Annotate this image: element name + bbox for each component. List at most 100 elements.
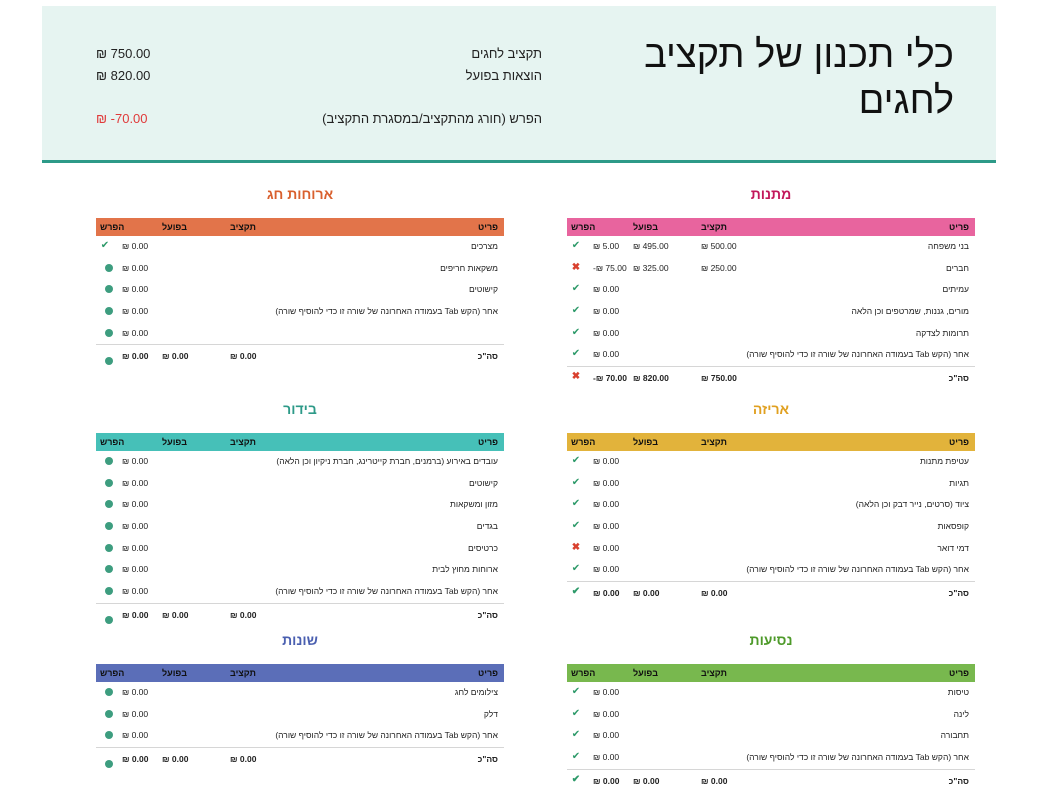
row-item-label[interactable]: דמי דואר — [937, 542, 969, 553]
row-status-check-icon: ✔ — [571, 240, 581, 251]
row-item-label[interactable]: לינה — [953, 708, 969, 719]
column-header-item: פריט — [949, 668, 969, 678]
total-label: סה"כ — [948, 775, 969, 786]
row-status-dot-icon — [100, 687, 113, 697]
row-diff-value: ₪ 0.00 — [593, 708, 620, 719]
column-header-diff: הפרש — [571, 222, 596, 232]
total-label: סה"כ — [477, 754, 498, 765]
header-banner: כלי תכנון של תקציב לחגים תקציב לחגים ₪ 7… — [42, 6, 996, 163]
table-row: תחבורה ₪ 0.00 ✔ — [567, 725, 975, 747]
row-item-label[interactable]: מזון ומשקאות — [450, 499, 498, 510]
row-item-label[interactable]: אחר (הקש Tab בעמודה האחרונה של שורה זו כ… — [275, 306, 498, 317]
row-diff-value: ₪ 0.00 — [593, 456, 620, 466]
row-item-label[interactable]: תגיות — [949, 477, 969, 488]
column-header-actual: בפועל — [162, 437, 188, 447]
section-travel: נסיעות פריט תקציב בפועל הפרש טיסות ₪ 0.00 ✔ לינה… — [567, 630, 975, 788]
row-item-label[interactable]: תחבורה — [940, 730, 969, 741]
section-gifts: מתנות פריט תקציב בפועל הפרש בני משפחה ₪ 500.00… — [567, 184, 975, 385]
row-status-dot-icon — [100, 456, 113, 466]
row-item-label[interactable]: מורים, גננות, שמרטפים וכן הלאה — [851, 306, 969, 317]
total-budget-value: ₪ 0.00 — [701, 775, 728, 786]
row-diff-value: -₪ 75.00 — [593, 262, 627, 273]
row-item-label[interactable]: עמיתים — [942, 284, 969, 295]
summary-diff-value[interactable]: ₪ -70.00 — [96, 111, 148, 126]
row-status-check-icon: ✔ — [571, 729, 581, 741]
table-row: עמיתים ₪ 0.00 ✔ — [567, 279, 975, 301]
row-item-label[interactable]: קישוטים — [469, 284, 498, 295]
table-row: דלק ₪ 0.00 — [96, 704, 504, 726]
row-status-check-icon: ✔ — [571, 326, 581, 338]
table-row: אחר (הקש Tab בעמודה האחרונה של שורה זו כ… — [96, 301, 504, 323]
table-row: אחר (הקש Tab בעמודה האחרונה של שורה זו כ… — [567, 747, 975, 769]
row-diff-value: ₪ 0.00 — [122, 327, 149, 338]
section-wrap: אריזה פריט תקציב בפועל הפרש עטיפת מתנות ₪ 0.00… — [567, 399, 975, 600]
row-status-check-icon: ✔ — [571, 498, 581, 510]
row-item-label[interactable]: אחר (הקש Tab בעמודה האחרונה של שורה זו כ… — [275, 730, 498, 741]
row-diff-value: ₪ 0.00 — [593, 687, 620, 697]
row-status-dot-icon — [100, 478, 113, 488]
table-total-misc: סה"כ ₪ 0.00 ₪ 0.00 ₪ 0.00 — [96, 747, 504, 769]
row-item-label[interactable]: ציוד (סרטים, נייר דבק וכן הלאה) — [855, 499, 969, 510]
column-header-diff: הפרש — [571, 668, 596, 678]
row-item-label[interactable]: מצרכים — [470, 241, 498, 251]
row-item-label[interactable]: בני משפחה — [927, 241, 969, 251]
total-actual-value: ₪ 0.00 — [162, 609, 189, 620]
row-diff-value: ₪ 0.00 — [593, 284, 620, 295]
section-title-travel: נסיעות — [749, 632, 793, 648]
row-actual-value[interactable]: ₪ 495.00 — [633, 241, 669, 251]
column-header-budget: תקציב — [701, 668, 727, 678]
column-header-actual: בפועל — [633, 668, 659, 678]
row-diff-value: ₪ 0.00 — [593, 564, 620, 575]
row-diff-value: ₪ 0.00 — [122, 730, 149, 741]
table-row: טיסות ₪ 0.00 ✔ — [567, 682, 975, 704]
row-item-label[interactable]: דלק — [483, 708, 498, 719]
row-item-label[interactable]: אחר (הקש Tab בעמודה האחרונה של שורה זו כ… — [746, 752, 969, 763]
row-item-label[interactable]: חברים — [945, 262, 969, 273]
row-item-label[interactable]: עובדים באירוע (ברמנים, חברת קייטרינג, חב… — [276, 456, 498, 466]
row-budget-value[interactable]: ₪ 250.00 — [701, 262, 737, 273]
row-item-label[interactable]: אחר (הקש Tab בעמודה האחרונה של שורה זו כ… — [746, 564, 969, 575]
column-header-budget: תקציב — [701, 222, 727, 232]
total-diff-value: -₪ 70.00 — [593, 373, 627, 384]
section-title-meals: ארוחות חג — [266, 186, 334, 202]
row-diff-value: ₪ 0.00 — [593, 477, 620, 488]
total-label: סה"כ — [477, 609, 498, 620]
row-item-label[interactable]: אחר (הקש Tab בעמודה האחרונה של שורה זו כ… — [275, 586, 498, 597]
row-diff-value: ₪ 0.00 — [593, 521, 620, 532]
row-item-label[interactable]: קישוטים — [469, 477, 498, 488]
row-status-dot-icon — [100, 586, 113, 596]
row-diff-value: ₪ 0.00 — [593, 730, 620, 741]
row-item-label[interactable]: בגדים — [476, 521, 498, 532]
row-diff-value: ₪ 0.00 — [122, 521, 149, 532]
row-item-label[interactable]: תרומות לצדקה — [915, 327, 969, 338]
row-item-label[interactable]: צילומים לחג — [454, 687, 498, 697]
row-item-label[interactable]: עטיפת מתנות — [919, 456, 969, 466]
table-row: ₪ 0.00 — [96, 323, 504, 345]
row-item-label[interactable]: ארוחות מחוץ לבית — [432, 564, 498, 575]
row-item-label[interactable]: משקאות חריפים — [440, 262, 498, 273]
table-row: עטיפת מתנות ₪ 0.00 ✔ — [567, 451, 975, 473]
row-status-dot-icon — [100, 521, 113, 531]
row-item-label[interactable]: קופסאות — [937, 521, 969, 532]
row-actual-value[interactable]: ₪ 325.00 — [633, 262, 669, 273]
row-status-cross-icon: ✖ — [571, 261, 581, 273]
column-header-budget: תקציב — [230, 668, 256, 678]
row-diff-value: ₪ 0.00 — [122, 564, 149, 575]
total-diff-value: ₪ 0.00 — [593, 588, 620, 599]
table-row: חברים ₪ 250.00 ₪ 325.00 -₪ 75.00 ✖ — [567, 258, 975, 280]
row-diff-value: ₪ 5.00 — [593, 241, 620, 251]
column-header-actual: בפועל — [633, 437, 659, 447]
row-status-dot-icon — [100, 263, 113, 273]
summary-budget-value[interactable]: ₪ 750.00 — [96, 46, 151, 61]
summary-actual-value[interactable]: ₪ 820.00 — [96, 68, 151, 83]
row-diff-value: ₪ 0.00 — [593, 327, 620, 338]
column-header-actual: בפועל — [162, 668, 188, 678]
table-header-gifts: פריט תקציב בפועל הפרש — [567, 218, 975, 236]
row-item-label[interactable]: אחר (הקש Tab בעמודה האחרונה של שורה זו כ… — [746, 349, 969, 360]
summary-actual-label: הוצאות בפועל — [465, 68, 542, 83]
row-item-label[interactable]: כרטיסים — [468, 542, 498, 553]
row-budget-value[interactable]: ₪ 500.00 — [701, 241, 737, 251]
row-status-check-icon: ✔ — [571, 520, 581, 532]
row-item-label[interactable]: טיסות — [947, 687, 969, 697]
row-diff-value: ₪ 0.00 — [122, 241, 149, 251]
